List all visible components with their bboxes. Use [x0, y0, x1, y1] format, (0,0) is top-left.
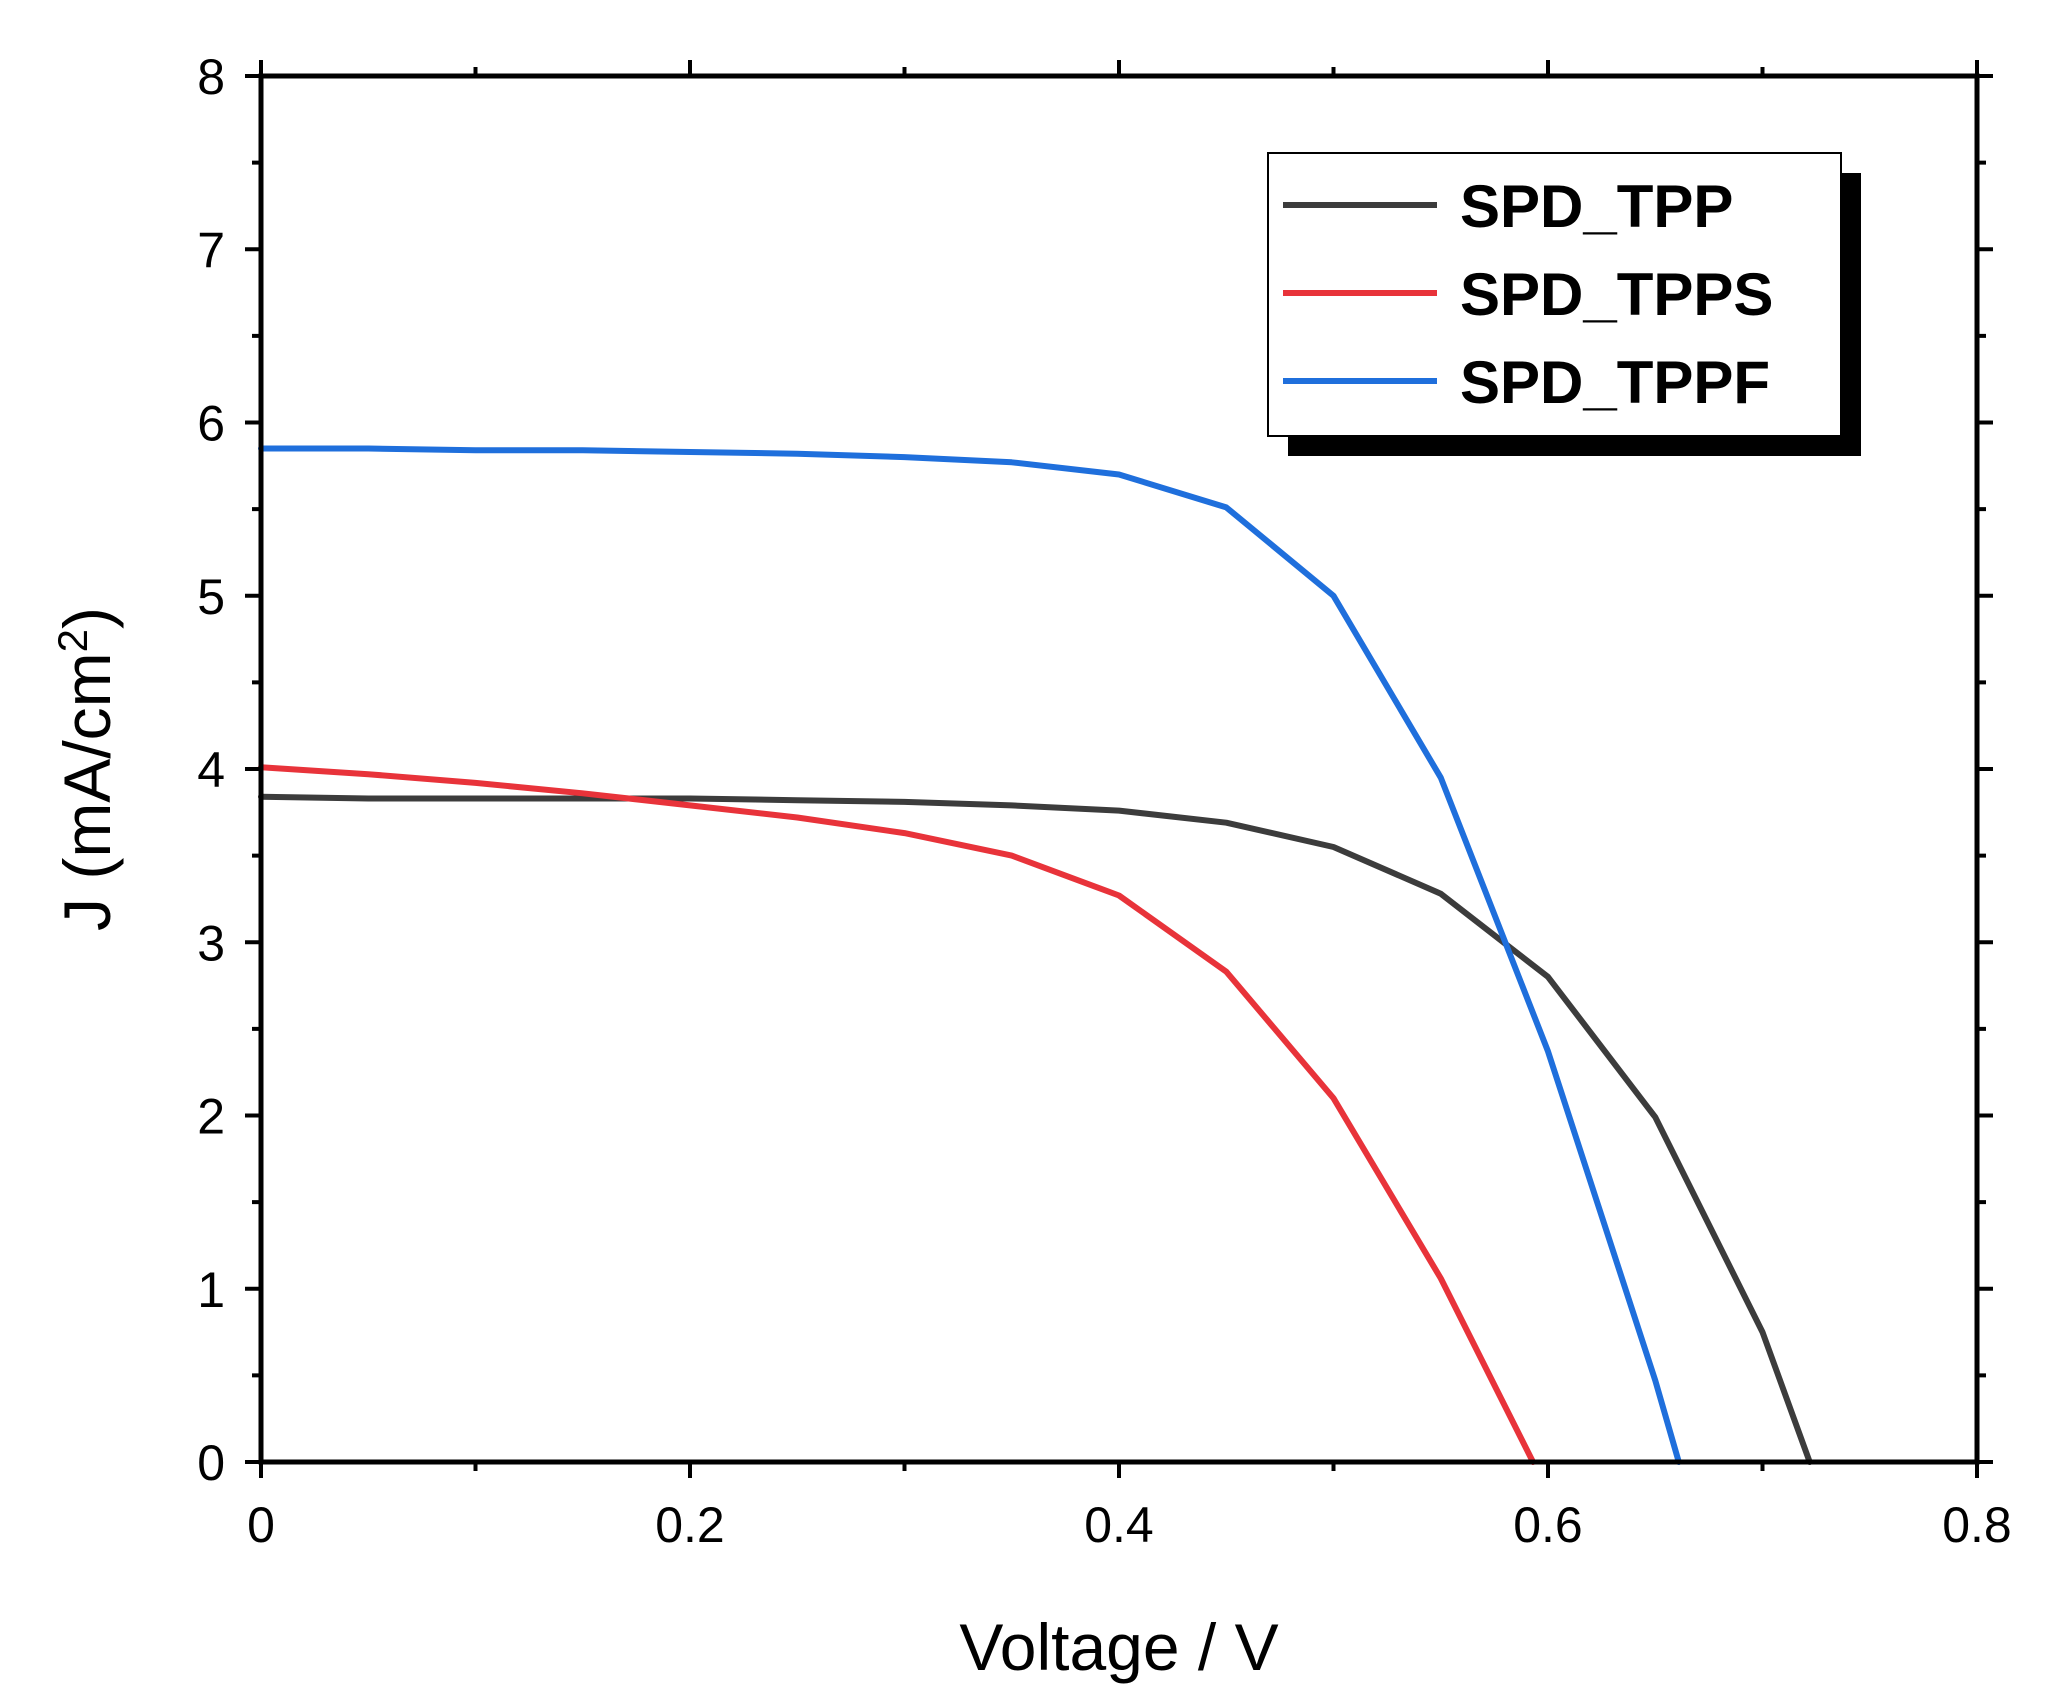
series-line-spd-tppf [258, 445, 1682, 1465]
x-tick-label: 0.6 [1513, 1497, 1583, 1553]
legend: SPD_TPP SPD_TPPS SPD_TPPF [1267, 152, 1861, 456]
x-tick-labels: 0 0.2 0.4 0.6 0.8 [247, 1497, 2012, 1553]
legend-items: SPD_TPP SPD_TPPS SPD_TPPF [1283, 173, 1773, 416]
x-axis-title: Voltage / V [959, 1610, 1278, 1684]
legend-label-spd-tppf: SPD_TPPF [1460, 349, 1770, 416]
legend-label-spd-tpp: SPD_TPP [1460, 173, 1733, 240]
y-tick-label: 8 [197, 49, 225, 105]
x-tick-label: 0 [247, 1497, 275, 1553]
legend-label-spd-tpps: SPD_TPPS [1460, 261, 1773, 328]
y-tick-label: 2 [197, 1089, 225, 1145]
y-axis-title-main: J (mA/cm [50, 652, 124, 931]
y-tick-label: 7 [197, 222, 225, 278]
x-tick-label: 0.2 [655, 1497, 725, 1553]
series-layer [258, 445, 1813, 1465]
y-tick-label: 6 [197, 396, 225, 452]
x-tick-label: 0.8 [1942, 1497, 2012, 1553]
x-tick-label: 0.4 [1084, 1497, 1154, 1553]
series-line-spd-tpps [258, 764, 1536, 1465]
y-tick-labels: 0 1 2 3 4 5 6 7 8 [197, 49, 225, 1491]
plot-frame [258, 73, 1980, 1465]
y-tick-label: 5 [197, 569, 225, 625]
y-tick-label: 4 [197, 742, 225, 798]
y-tick-label: 0 [197, 1435, 225, 1491]
y-axis-title-sup: 2 [49, 629, 96, 652]
y-axis-title-close: ) [50, 607, 124, 629]
y-tick-label: 3 [197, 915, 225, 971]
y-axis-title: J (mA/cm2) [49, 607, 125, 931]
series-line-spd-tpp [258, 793, 1813, 1465]
y-tick-label: 1 [197, 1262, 225, 1318]
